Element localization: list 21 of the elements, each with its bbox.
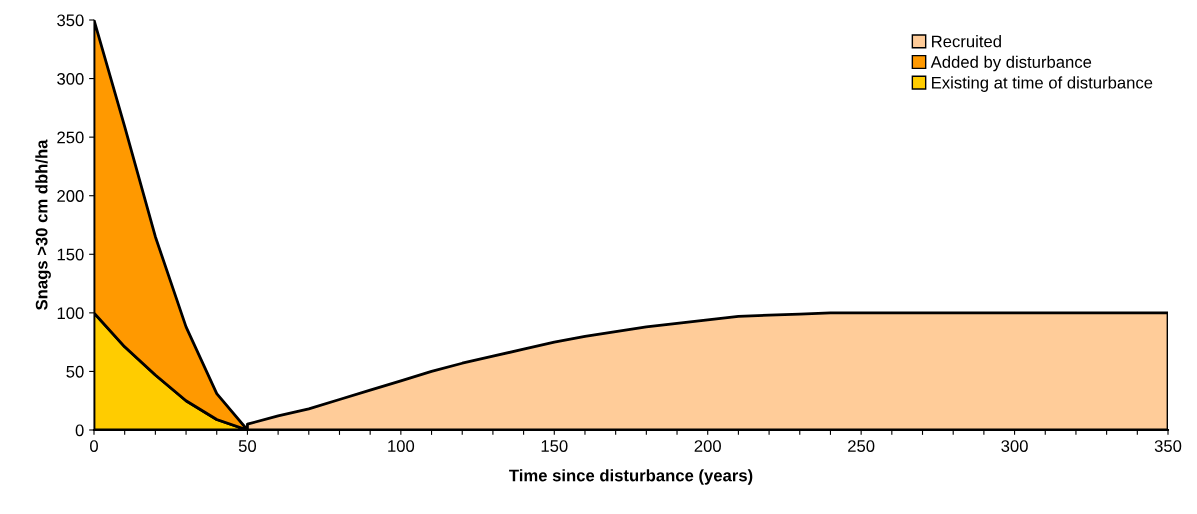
x-axis-title: Time since disturbance (years) [509,469,753,485]
y-tick-label: 200 [57,190,84,202]
x-tick-label: 150 [541,440,568,452]
x-tick-label: 50 [238,440,257,452]
legend-label: Existing at time of disturbance [932,76,1153,92]
y-axis-title: Snags >30 cm dbh/ha [35,139,51,310]
y-tick-label: 250 [57,131,84,144]
y-tick-label: 0 [75,424,84,437]
legend-label: Recruited [932,35,1001,48]
legend-label: Added by disturbance [930,55,1092,72]
y-tick-label: 150 [57,248,84,261]
x-tick-label: 0 [90,440,98,452]
x-tick-label: 200 [694,440,721,452]
x-tick-label: 100 [388,440,415,452]
x-tick-label: 350 [1154,440,1182,452]
y-tick-label: 100 [57,307,84,320]
y-tick-label: 300 [57,72,84,85]
x-tick-label: 300 [1001,440,1028,452]
y-tick-label: 50 [66,365,84,378]
y-tick-label: 350 [57,14,84,27]
x-tick-label: 250 [848,440,875,452]
